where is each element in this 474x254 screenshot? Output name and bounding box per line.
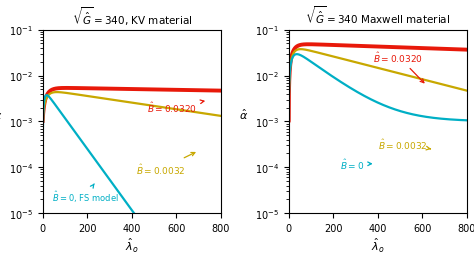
X-axis label: $\hat{\lambda}_o$: $\hat{\lambda}_o$ <box>371 236 384 254</box>
Text: $\hat{B} = 0.0320$: $\hat{B} = 0.0320$ <box>374 50 424 83</box>
Text: $\hat{B} = 0$: $\hat{B} = 0$ <box>340 157 371 172</box>
Y-axis label: $\hat{\alpha}$: $\hat{\alpha}$ <box>239 108 248 122</box>
Title: $\sqrt{\hat{G}} = 340$, KV material: $\sqrt{\hat{G}} = 340$, KV material <box>72 5 192 28</box>
Text: $\hat{B} = 0.0032$: $\hat{B} = 0.0032$ <box>136 153 195 177</box>
Y-axis label: $\hat{\alpha}$: $\hat{\alpha}$ <box>0 108 2 122</box>
Title: $\sqrt{\hat{G}} = 340$ Maxwell material: $\sqrt{\hat{G}} = 340$ Maxwell material <box>305 5 450 27</box>
Text: $\hat{B} = 0.0320$: $\hat{B} = 0.0320$ <box>147 100 204 115</box>
X-axis label: $\hat{\lambda}_o$: $\hat{\lambda}_o$ <box>125 236 138 254</box>
Text: $\hat{B} = 0$, FS model: $\hat{B} = 0$, FS model <box>52 184 118 205</box>
Text: $\hat{B} = 0.0032$: $\hat{B} = 0.0032$ <box>378 137 430 151</box>
